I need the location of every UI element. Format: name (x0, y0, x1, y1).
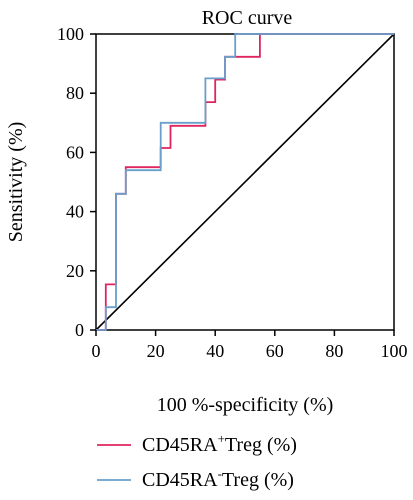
y-tick-label: 60 (66, 142, 84, 162)
plot-area: 0 20 40 60 80 100 0 20 40 60 80 100 (57, 24, 408, 361)
y-tick-label: 80 (66, 83, 84, 103)
x-axis-ticks: 0 20 40 60 80 100 (92, 330, 408, 361)
legend-item: CD45RA-Treg (%) (97, 466, 294, 491)
x-axis-label: 100 %-specificity (%) (157, 394, 334, 416)
y-tick-label: 20 (66, 261, 84, 281)
legend-item: CD45RA+Treg (%) (97, 431, 297, 456)
legend: CD45RA+Treg (%) CD45RA-Treg (%) (97, 431, 297, 491)
y-tick-label: 100 (57, 24, 84, 44)
y-axis-label: Sensitivity (%) (5, 122, 27, 243)
x-tick-label: 100 (381, 341, 408, 361)
legend-label: CD45RA-Treg (%) (142, 466, 294, 491)
x-tick-label: 0 (92, 341, 101, 361)
y-tick-label: 0 (75, 320, 84, 340)
roc-series-line-1 (96, 33, 394, 331)
y-tick-label: 40 (66, 202, 84, 222)
legend-label: CD45RA+Treg (%) (142, 431, 297, 456)
y-axis-ticks: 0 20 40 60 80 100 (57, 24, 96, 340)
series-lines (96, 33, 394, 331)
x-tick-label: 60 (266, 341, 284, 361)
chart-title: ROC curve (202, 7, 293, 29)
reference-diagonal-line (95, 33, 395, 331)
reference-line (95, 33, 395, 331)
x-tick-label: 20 (147, 341, 165, 361)
x-tick-label: 40 (206, 341, 224, 361)
x-tick-label: 80 (325, 341, 343, 361)
